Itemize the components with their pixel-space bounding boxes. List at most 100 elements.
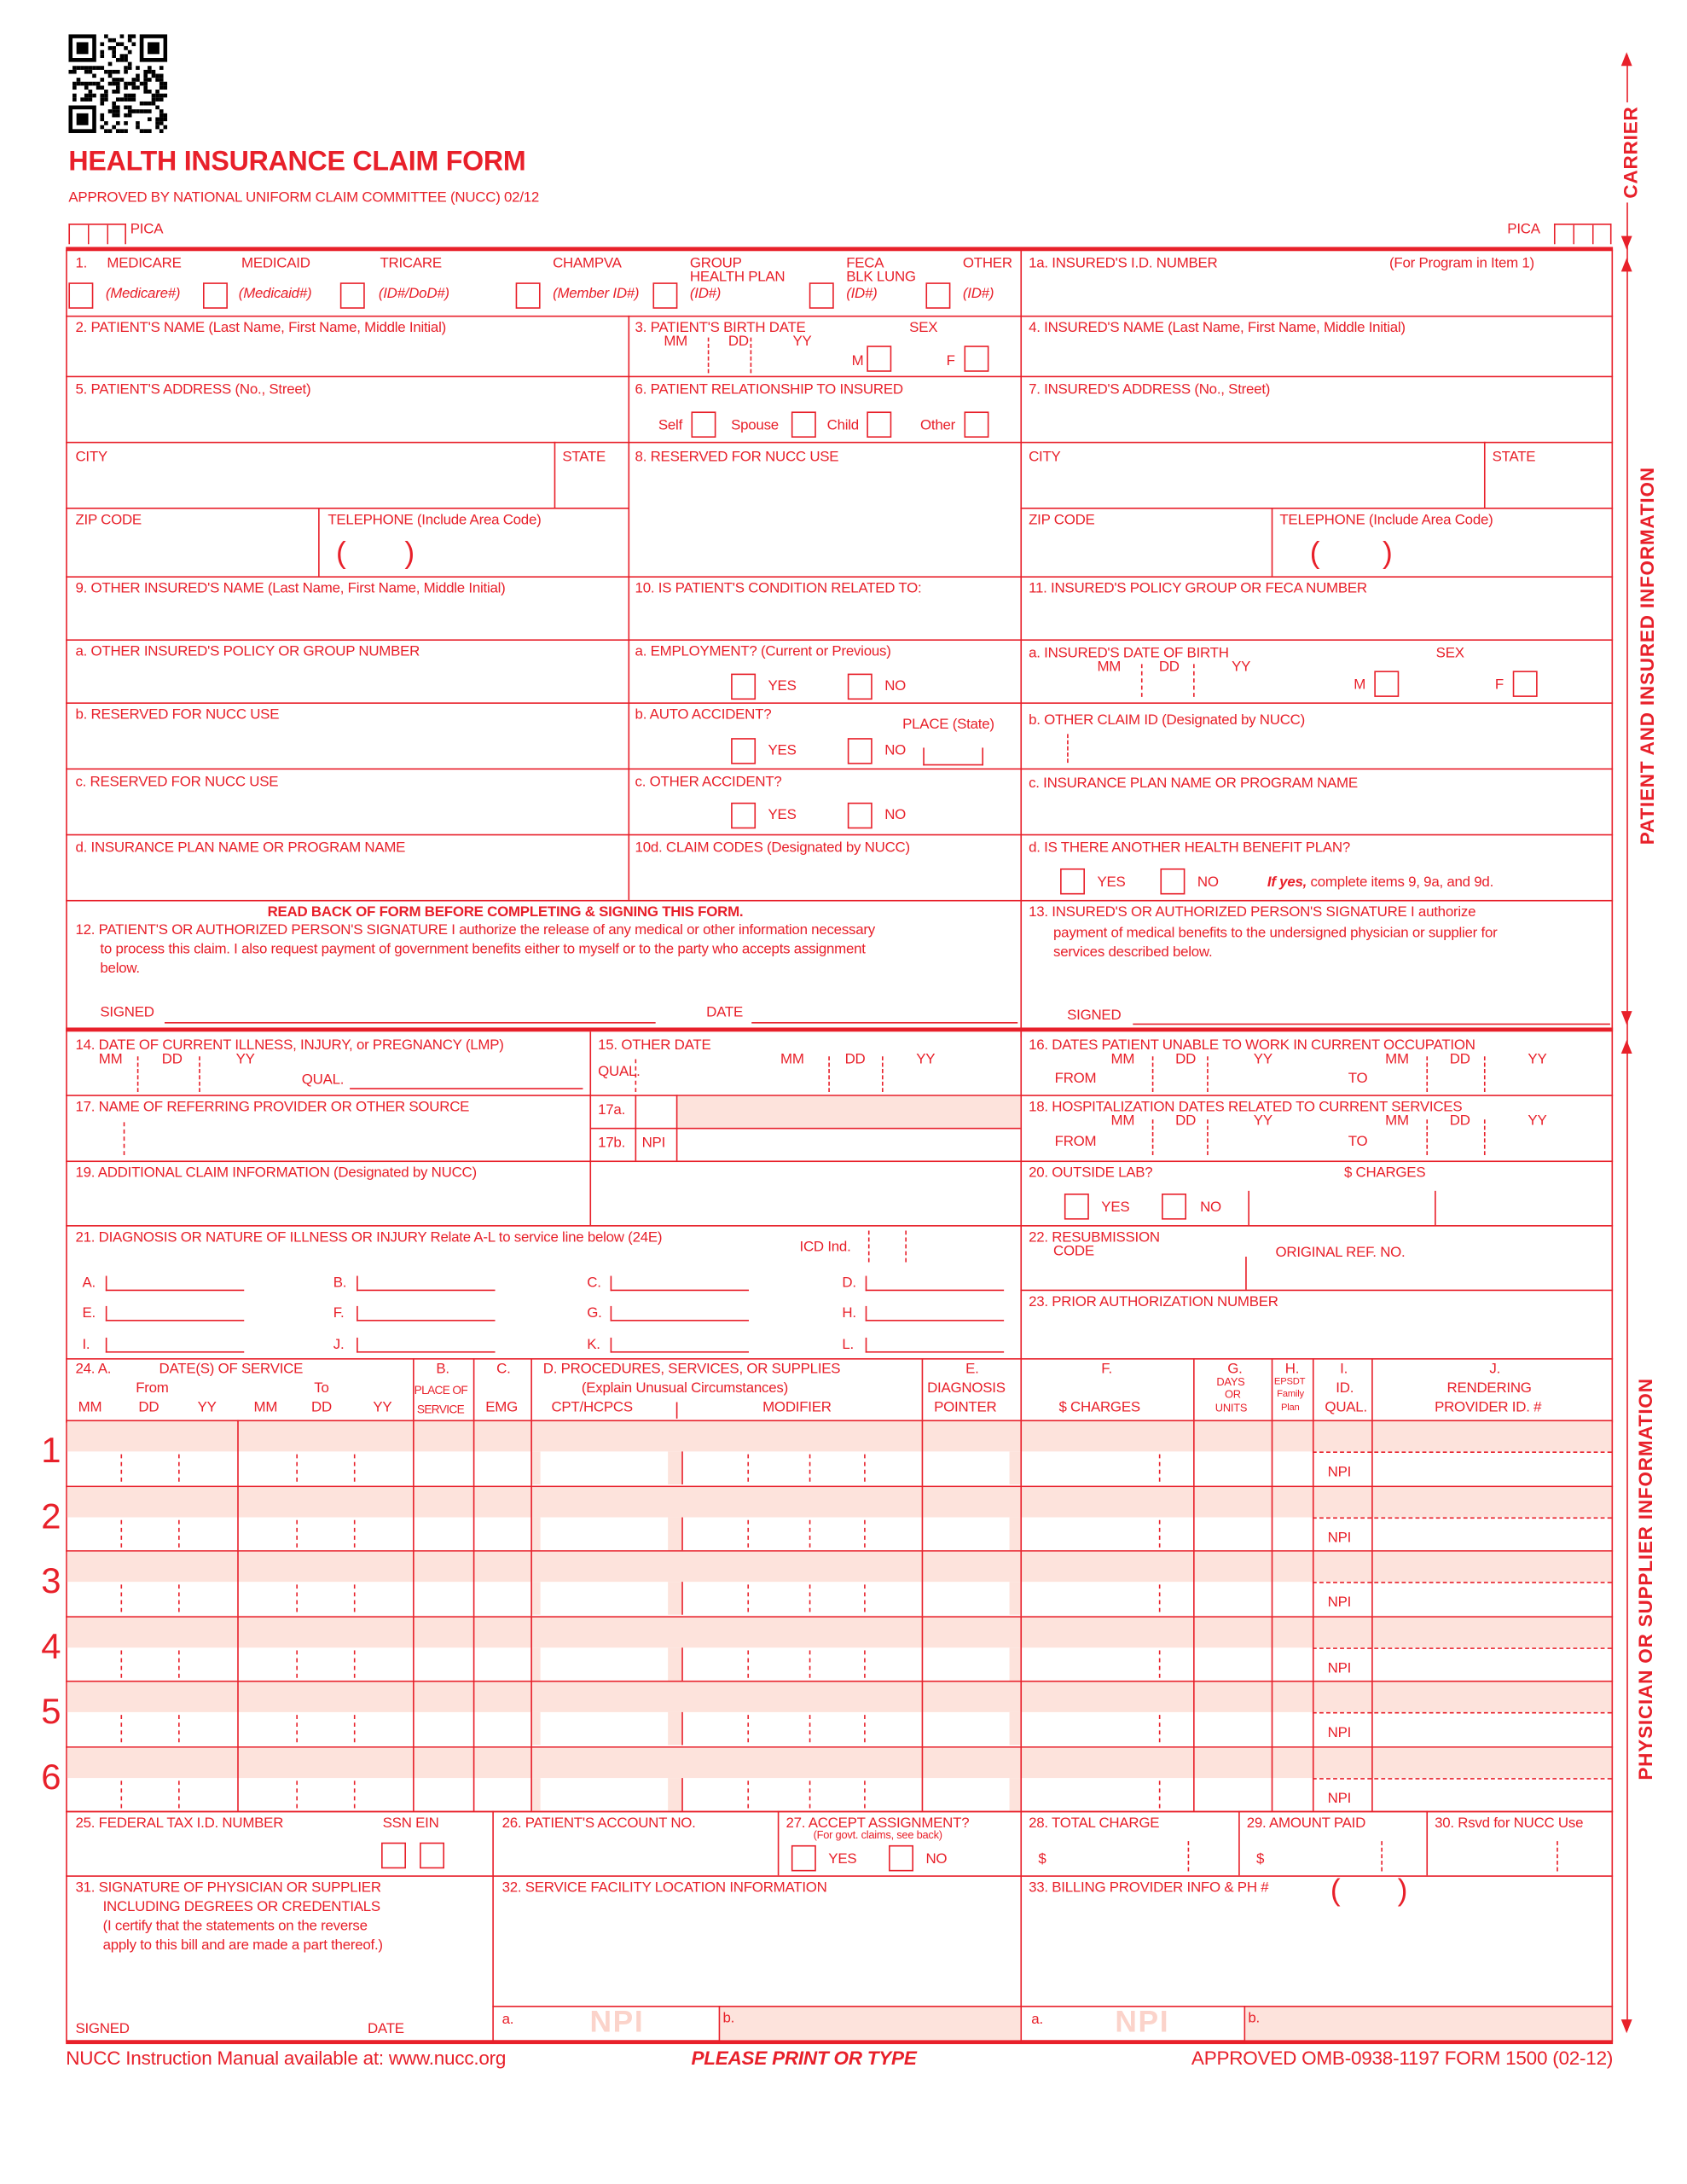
diagnosis-field[interactable] xyxy=(105,1275,245,1292)
diagnosis-field[interactable] xyxy=(105,1337,245,1353)
place-state-field[interactable] xyxy=(923,747,984,766)
insured-sex-female-checkbox[interactable] xyxy=(1512,671,1538,697)
medicaid-checkbox[interactable] xyxy=(202,282,228,309)
column-divider xyxy=(1271,1745,1273,1811)
relationship-self-checkbox[interactable] xyxy=(691,411,716,438)
service-line-shaded[interactable] xyxy=(67,1486,1612,1517)
another-plan-yes-checkbox[interactable] xyxy=(1060,868,1086,895)
service-line-field[interactable] xyxy=(67,1712,1612,1745)
divider xyxy=(905,1230,907,1263)
insured-name-field[interactable] xyxy=(1023,338,1610,374)
sub-divider xyxy=(120,1649,123,1677)
column-divider xyxy=(681,1711,683,1745)
relationship-spouse-checkbox[interactable] xyxy=(791,411,816,438)
service-line-shaded[interactable] xyxy=(67,1617,1612,1647)
accept-assignment-no-checkbox[interactable] xyxy=(889,1844,913,1872)
column-divider xyxy=(1371,1358,1373,1420)
service-line-field[interactable] xyxy=(67,1582,1612,1615)
service-line-shaded[interactable] xyxy=(67,1682,1612,1712)
diagnosis-field[interactable] xyxy=(105,1305,245,1321)
service-line-field[interactable] xyxy=(67,1517,1612,1550)
insured-name-label: 4. INSURED'S NAME (Last Name, First Name… xyxy=(1029,319,1406,336)
sub-divider xyxy=(809,1649,811,1677)
patient-date-label: DATE xyxy=(706,1004,743,1021)
diagnosis-field[interactable] xyxy=(865,1275,1005,1292)
service-line-field[interactable] xyxy=(67,1451,1612,1484)
other-checkbox[interactable] xyxy=(925,282,951,309)
diagnosis-field[interactable] xyxy=(610,1305,750,1321)
f13-text-2: payment of medical benefits to the under… xyxy=(1053,924,1498,942)
physician-signed-label: SIGNED xyxy=(75,2020,130,2038)
champva-checkbox[interactable] xyxy=(515,282,541,309)
shaded-17a-field[interactable] xyxy=(677,1095,1021,1128)
diagnosis-field[interactable] xyxy=(865,1305,1005,1321)
rule xyxy=(66,441,1614,444)
diagnosis-field[interactable] xyxy=(865,1337,1005,1353)
modifier-label: MODIFIER xyxy=(762,1399,832,1416)
service-line-shaded[interactable] xyxy=(67,1551,1612,1583)
employment-yes-checkbox[interactable] xyxy=(731,673,757,700)
diagnosis-field[interactable] xyxy=(610,1337,750,1353)
other-accident-no-checkbox[interactable] xyxy=(847,802,872,829)
patient-sex-male-checkbox[interactable] xyxy=(867,346,892,372)
ein-checkbox[interactable] xyxy=(420,1842,445,1869)
auto-accident-yes-checkbox[interactable] xyxy=(731,738,757,764)
footer-manual-link[interactable]: NUCC Instruction Manual available at: ww… xyxy=(66,2047,507,2070)
relationship-child-checkbox[interactable] xyxy=(867,411,892,438)
shaded-gap xyxy=(1009,1711,1021,1745)
service-line-shaded[interactable] xyxy=(67,1420,1612,1452)
print-or-type-note: PLEASE PRINT OR TYPE xyxy=(691,2047,917,2070)
pointer-label: POINTER xyxy=(934,1399,997,1416)
service-line-shaded[interactable] xyxy=(67,1746,1612,1778)
auto-accident-no-checkbox[interactable] xyxy=(847,738,872,764)
service-line-field[interactable] xyxy=(67,1777,1612,1810)
diagnosis-field[interactable] xyxy=(357,1337,496,1353)
npi-divider xyxy=(1312,1777,1612,1779)
ssn-checkbox[interactable] xyxy=(381,1842,406,1869)
qual-field[interactable] xyxy=(350,1088,583,1089)
divider xyxy=(1207,1119,1209,1156)
relationship-other-checkbox[interactable] xyxy=(964,411,989,438)
divider xyxy=(1244,2006,1246,2042)
insured-address-field[interactable] xyxy=(1023,401,1610,439)
employment-no-checkbox[interactable] xyxy=(847,673,872,700)
divider xyxy=(828,1056,830,1093)
other-accident-yes-checkbox[interactable] xyxy=(731,802,757,829)
account-no-label: 26. PATIENT'S ACCOUNT NO. xyxy=(501,1815,696,1832)
insured-signature-line[interactable] xyxy=(1133,1023,1610,1025)
service-facility-b-field[interactable] xyxy=(720,2007,1021,2041)
group-label-2: HEALTH PLAN xyxy=(689,269,786,286)
patient-date-line[interactable] xyxy=(751,1022,1018,1024)
divider xyxy=(1238,1810,1240,1876)
outside-lab-no-checkbox[interactable] xyxy=(1162,1194,1187,1220)
rule xyxy=(66,315,1614,317)
patient-sex-female-checkbox[interactable] xyxy=(964,346,989,372)
column-divider xyxy=(1020,1420,1023,1485)
diagnosis-field[interactable] xyxy=(357,1305,496,1321)
column-divider xyxy=(1271,1550,1273,1616)
diagnosis-field[interactable] xyxy=(610,1275,750,1292)
sub-divider xyxy=(747,1454,750,1482)
pica-boxes-right[interactable] xyxy=(1553,224,1612,245)
column-divider xyxy=(681,1451,683,1484)
billing-provider-b-field[interactable] xyxy=(1245,2007,1612,2041)
diagnosis-field[interactable] xyxy=(357,1275,496,1292)
medicare-checkbox[interactable] xyxy=(68,282,94,309)
outside-lab-yes-checkbox[interactable] xyxy=(1064,1194,1089,1220)
feca-checkbox[interactable] xyxy=(809,282,834,309)
tricare-checkbox[interactable] xyxy=(339,282,365,309)
group-health-plan-checkbox[interactable] xyxy=(652,282,678,309)
insured-id-field[interactable] xyxy=(1023,275,1610,313)
patient-signature-line[interactable] xyxy=(164,1022,656,1024)
another-plan-no-checkbox[interactable] xyxy=(1160,868,1186,895)
arrow-down-icon xyxy=(1620,235,1632,250)
shaded-gap xyxy=(530,1451,541,1484)
patient-name-field[interactable] xyxy=(68,338,625,374)
accept-assignment-yes-checkbox[interactable] xyxy=(791,1844,816,1872)
divider xyxy=(1151,1119,1154,1156)
insured-sex-male-checkbox[interactable] xyxy=(1374,671,1400,697)
patient-address-field[interactable] xyxy=(68,401,625,439)
service-line-field[interactable] xyxy=(67,1647,1612,1681)
npi-label: NPI xyxy=(1327,1594,1352,1611)
pica-boxes-left[interactable] xyxy=(68,224,126,245)
